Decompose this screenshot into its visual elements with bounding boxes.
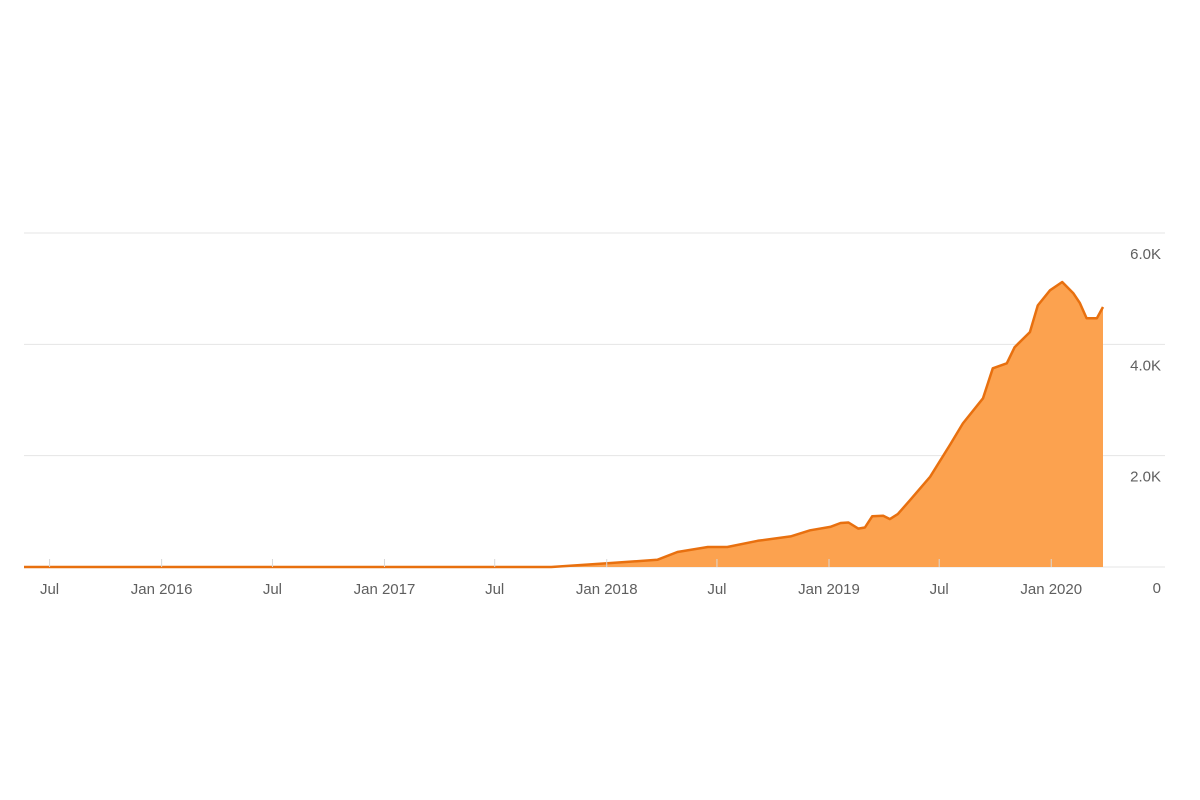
series-line bbox=[24, 280, 1105, 569]
x-tick-label: Jan 2017 bbox=[354, 581, 416, 598]
x-tick-label: Jul bbox=[263, 581, 282, 598]
x-tick-label: Jan 2019 bbox=[798, 581, 860, 598]
x-tick-label: Jul bbox=[707, 581, 726, 598]
x-tick-label: Jul bbox=[485, 581, 504, 598]
x-tick-label: Jan 2020 bbox=[1020, 581, 1082, 598]
x-axis: Jul Jan 2016 Jul Jan 2017 Jul Jan 2018 Jul Jan … bbox=[40, 559, 1082, 598]
series-area bbox=[24, 282, 1103, 567]
x-tick-label: Jan 2016 bbox=[131, 581, 193, 598]
y-tick-label: 2.0K bbox=[1130, 469, 1161, 486]
y-tick-label: 0 bbox=[1153, 580, 1161, 597]
x-tick-label: Jan 2018 bbox=[576, 581, 638, 598]
y-axis: 0 2.0K 4.0K 6.0K bbox=[1130, 246, 1161, 597]
y-tick-label: 6.0K bbox=[1130, 246, 1161, 263]
y-tick-label: 4.0K bbox=[1130, 357, 1161, 374]
series-layer bbox=[23, 280, 1105, 569]
x-tick-label: Jul bbox=[40, 581, 59, 598]
x-tick-label: Jul bbox=[930, 581, 949, 598]
